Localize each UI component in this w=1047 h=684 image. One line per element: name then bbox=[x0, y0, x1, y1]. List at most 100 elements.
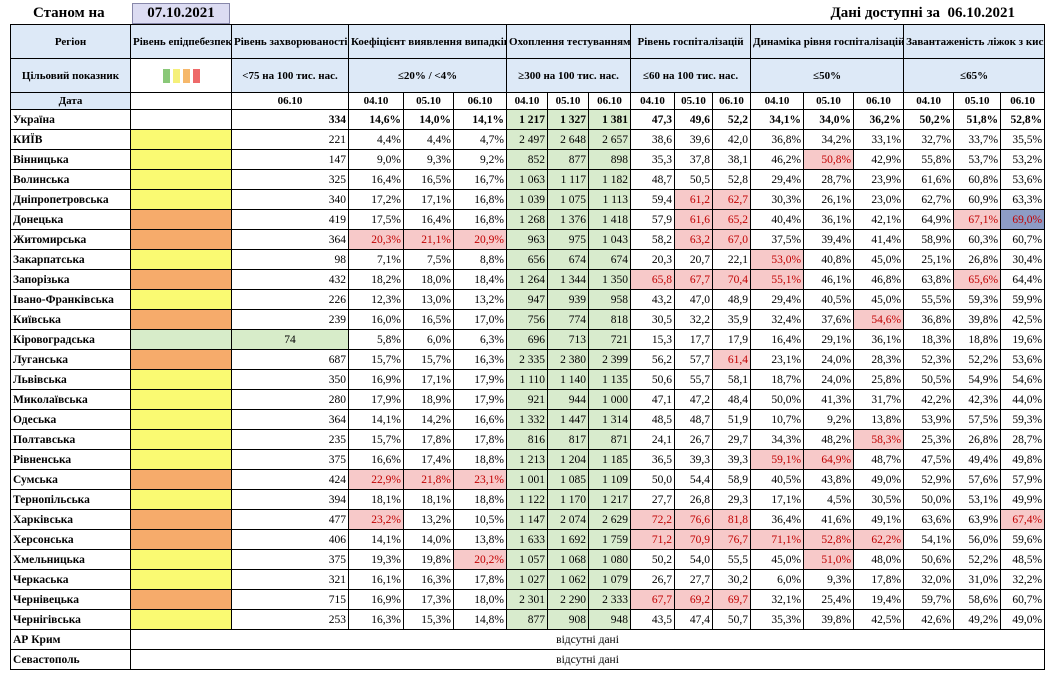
oxygen-value: 18,8% bbox=[953, 329, 1002, 350]
detection-value: 6,3% bbox=[452, 329, 508, 350]
incidence-value: 340 bbox=[231, 189, 349, 210]
hosp-dynamics-value: 23,1% bbox=[750, 349, 805, 370]
danger-level-cell bbox=[130, 169, 232, 190]
region-name: Полтавська bbox=[10, 429, 131, 450]
testing-value: 2 301 bbox=[506, 589, 549, 610]
hosp-dynamics-value: 25,4% bbox=[803, 589, 855, 610]
hosp-dynamics-value: 26,1% bbox=[803, 189, 855, 210]
table-row: Чернігівська 253 16,3% 15,3% 14,8% 877 908 948 4… bbox=[10, 609, 1046, 630]
oxygen-value: 52,8% bbox=[1000, 109, 1046, 130]
oxygen-value: 57,6% bbox=[953, 469, 1002, 490]
hospitalization-value: 47,3 bbox=[630, 109, 676, 130]
oxygen-value: 63,9% bbox=[953, 509, 1002, 530]
incidence-value: 375 bbox=[231, 549, 349, 570]
available-date-label: Дані доступні за 06.10.2021 bbox=[830, 5, 1015, 22]
hospitalization-value: 76,7 bbox=[712, 529, 752, 550]
oxygen-value: 50,2% bbox=[903, 109, 955, 130]
oxygen-value: 63,3% bbox=[1000, 189, 1046, 210]
testing-value: 1 268 bbox=[506, 209, 549, 230]
col-hospitalization: Рівень госпіталізацій bbox=[630, 24, 752, 59]
region-name: Запорізька bbox=[10, 269, 131, 290]
hosp-dynamics-value: 49,1% bbox=[853, 509, 905, 530]
testing-value: 674 bbox=[588, 249, 632, 270]
target-incidence: <75 на 100 тис. нас. bbox=[231, 58, 349, 93]
table-row: Харківська 477 23,2% 13,2% 10,5% 1 147 2 074 2 … bbox=[10, 509, 1046, 530]
hospitalization-value: 52,2 bbox=[712, 109, 752, 130]
oxygen-value: 32,7% bbox=[903, 129, 955, 150]
hosp-dynamics-value: 43,8% bbox=[803, 469, 855, 490]
testing-value: 1 170 bbox=[547, 489, 590, 510]
hosp-dynamics-value: 30,3% bbox=[750, 189, 805, 210]
detection-value: 5,8% bbox=[348, 329, 404, 350]
hospitalization-value: 57,7 bbox=[674, 349, 714, 370]
oxygen-value: 49,2% bbox=[953, 609, 1002, 630]
hosp-dynamics-value: 13,8% bbox=[853, 409, 905, 430]
hospitalization-value: 54,4 bbox=[674, 469, 714, 490]
oxygen-value: 64,4% bbox=[1000, 269, 1046, 290]
testing-value: 2 629 bbox=[588, 509, 632, 530]
hospitalization-value: 22,1 bbox=[712, 249, 752, 270]
hosp-dynamics-value: 58,3% bbox=[853, 429, 905, 450]
hospitalization-value: 55,7 bbox=[674, 369, 714, 390]
danger-level-cell bbox=[130, 209, 232, 230]
hosp-dynamics-value: 45,0% bbox=[853, 249, 905, 270]
detection-value: 19,3% bbox=[348, 549, 404, 570]
hospitalization-value: 62,7 bbox=[712, 189, 752, 210]
danger-level-cell bbox=[130, 269, 232, 290]
testing-value: 939 bbox=[547, 289, 590, 310]
region-name: Тернопільська bbox=[10, 489, 131, 510]
danger-level-cell bbox=[130, 349, 232, 370]
hosp-dynamics-value: 54,6% bbox=[853, 309, 905, 330]
hospitalization-value: 30,2 bbox=[712, 569, 752, 590]
detection-value: 12,3% bbox=[348, 289, 404, 310]
palette-swatch-3 bbox=[192, 68, 200, 83]
testing-value: 1 057 bbox=[506, 549, 549, 570]
hospitalization-value: 54,0 bbox=[674, 549, 714, 570]
oxygen-value: 60,7% bbox=[1000, 589, 1046, 610]
testing-value: 1 109 bbox=[588, 469, 632, 490]
detection-value: 7,1% bbox=[348, 249, 404, 270]
hospitalization-value: 47,2 bbox=[674, 389, 714, 410]
incidence-value: 406 bbox=[231, 529, 349, 550]
testing-value: 871 bbox=[588, 429, 632, 450]
date-danger bbox=[130, 92, 232, 110]
hosp-dynamics-value: 41,6% bbox=[803, 509, 855, 530]
detection-value: 15,3% bbox=[403, 609, 454, 630]
hospitalization-value: 36,5 bbox=[630, 449, 676, 470]
hospitalization-value: 42,0 bbox=[712, 129, 752, 150]
detection-value: 18,0% bbox=[452, 589, 508, 610]
detection-value: 7,5% bbox=[403, 249, 454, 270]
testing-value: 1 085 bbox=[547, 469, 590, 490]
incidence-value: 235 bbox=[231, 429, 349, 450]
testing-value: 1 376 bbox=[547, 209, 590, 230]
target-label: Цільовий показник bbox=[10, 58, 131, 93]
testing-value: 756 bbox=[506, 309, 549, 330]
hosp-dynamics-value: 45,0% bbox=[853, 289, 905, 310]
hospitalization-value: 69,7 bbox=[712, 589, 752, 610]
testing-value: 1 447 bbox=[547, 409, 590, 430]
table-row: Рівненська 375 16,6% 17,4% 18,8% 1 213 1 204 1 … bbox=[10, 449, 1046, 470]
region-name: Одеська bbox=[10, 409, 131, 430]
available-date: 06.10.2021 bbox=[947, 5, 1016, 21]
hospitalization-value: 48,7 bbox=[630, 169, 676, 190]
table-row: КИЇВ 221 4,4% 4,4% 4,7% 2 497 2 648 2 657 38,6 39… bbox=[10, 129, 1046, 150]
incidence-value: 424 bbox=[231, 469, 349, 490]
hospitalization-value: 27,7 bbox=[630, 489, 676, 510]
hospitalization-value: 61,6 bbox=[674, 209, 714, 230]
detection-value: 14,8% bbox=[452, 609, 508, 630]
oxygen-value: 67,1% bbox=[953, 209, 1002, 230]
hosp-dynamics-value: 46,1% bbox=[803, 269, 855, 290]
oxygen-value: 26,8% bbox=[953, 429, 1002, 450]
region-name: Закарпатська bbox=[10, 249, 131, 270]
hospitalization-value: 17,7 bbox=[674, 329, 714, 350]
testing-value: 852 bbox=[506, 149, 549, 170]
detection-value: 14,0% bbox=[403, 109, 454, 130]
date-incidence: 06.10 bbox=[231, 92, 349, 110]
incidence-value: 364 bbox=[231, 409, 349, 430]
hosp-dynamics-value: 19,4% bbox=[853, 589, 905, 610]
hosp-dynamics-value: 28,7% bbox=[803, 169, 855, 190]
hosp-dynamics-value: 29,1% bbox=[803, 329, 855, 350]
hosp-dynamics-value: 6,0% bbox=[750, 569, 805, 590]
hosp-dynamics-value: 50,0% bbox=[750, 389, 805, 410]
oxygen-value: 63,6% bbox=[903, 509, 955, 530]
